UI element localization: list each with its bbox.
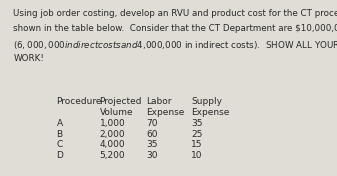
- Text: C: C: [57, 140, 63, 149]
- Text: Expense: Expense: [191, 108, 229, 117]
- Text: 70: 70: [147, 119, 158, 128]
- Text: Using job order costing, develop an RVU and product cost for the CT procedures: Using job order costing, develop an RVU …: [13, 9, 337, 18]
- Text: Projected: Projected: [100, 97, 142, 106]
- Text: 10: 10: [191, 151, 203, 160]
- Text: shown in the table below.  Consider that the CT Department are $10,000,000: shown in the table below. Consider that …: [13, 24, 337, 33]
- Text: 25: 25: [191, 130, 203, 139]
- Text: 4,000: 4,000: [100, 140, 125, 149]
- Text: 1,000: 1,000: [100, 119, 125, 128]
- Text: 15: 15: [191, 140, 203, 149]
- Text: Volume: Volume: [100, 108, 133, 117]
- Text: A: A: [57, 119, 63, 128]
- Text: Procedure: Procedure: [57, 97, 102, 106]
- Text: Supply: Supply: [191, 97, 222, 106]
- Text: Expense: Expense: [147, 108, 185, 117]
- Text: B: B: [57, 130, 63, 139]
- Text: D: D: [57, 151, 63, 160]
- Text: 5,200: 5,200: [100, 151, 125, 160]
- Text: Labor: Labor: [147, 97, 172, 106]
- Text: 2,000: 2,000: [100, 130, 125, 139]
- Text: 35: 35: [191, 119, 203, 128]
- Text: 35: 35: [147, 140, 158, 149]
- Text: ($6,000,000 in direct costs and $4,000,000 in indirect costs).  SHOW ALL YOUR: ($6,000,000 in direct costs and $4,000,0…: [13, 39, 337, 51]
- Text: 30: 30: [147, 151, 158, 160]
- Text: WORK!: WORK!: [13, 54, 44, 63]
- Text: 60: 60: [147, 130, 158, 139]
